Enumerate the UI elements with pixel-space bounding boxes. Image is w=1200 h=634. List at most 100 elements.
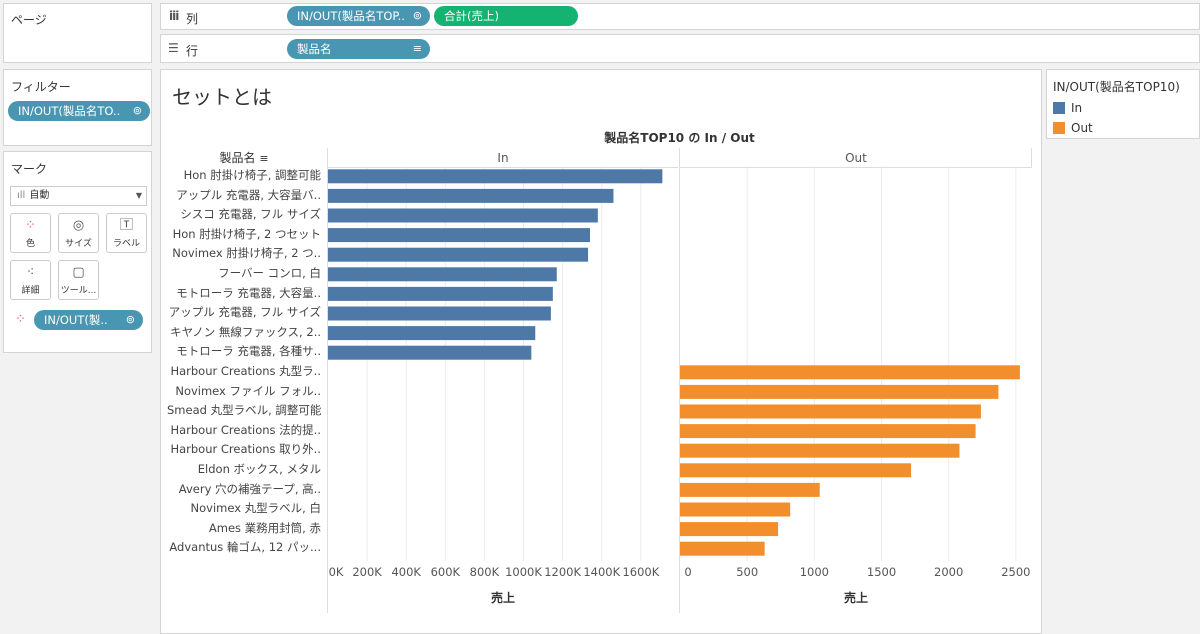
filter-pill-inout[interactable]: IN/OUT(製品名TO.. ⊚ [8, 101, 150, 121]
legend-swatch-out [1053, 122, 1065, 134]
sort-icon: ≡ [412, 42, 422, 55]
tick-label-out-4: 2000 [934, 565, 964, 579]
bar-out-2[interactable] [680, 404, 981, 419]
bar-out-3[interactable] [680, 424, 976, 439]
size-icon: ◎ [72, 218, 85, 233]
bar-in-4[interactable] [328, 247, 589, 262]
tick-label-in-3: 600K [430, 565, 461, 579]
row-label[interactable]: Ames 業務用封筒, 赤 [208, 520, 321, 535]
columns-icon: iii [169, 9, 179, 23]
row-label[interactable]: Hon 肘掛け椅子, 調整可能 [183, 168, 321, 182]
bar-in-3[interactable] [328, 228, 591, 243]
row-label[interactable]: シスコ 充電器, フル サイズ [180, 207, 321, 222]
tick-label-out-1: 500 [736, 565, 759, 579]
bar-out-6[interactable] [680, 482, 820, 497]
divider-left [327, 148, 328, 613]
row-label[interactable]: Avery 穴の補強テープ, 高.. [178, 481, 321, 496]
color-button[interactable]: ⁘ 色 [10, 213, 51, 253]
row-label[interactable]: Eldon ボックス, メタル [197, 462, 321, 476]
marks-color-pill[interactable]: IN/OUT(製.. ⊚ [34, 310, 143, 330]
tick-label-in-1: 200K [352, 565, 382, 579]
legend-item-in[interactable]: In [1071, 101, 1083, 115]
tooltip-button[interactable]: ▢ ツール... [58, 260, 99, 300]
row-label[interactable]: Novimex 丸型ラベル, 白 [190, 501, 322, 516]
view-panel[interactable]: セットとは 製品名TOP10 の In / Out 製品名 ≡ In Out H… [160, 69, 1042, 634]
tooltip-icon: ▢ [72, 265, 85, 280]
sheet-title: セットとは [172, 85, 272, 109]
row-label[interactable]: Hon 肘掛け椅子, 2 つセット [172, 226, 321, 241]
bar-chart-icon: ıll [17, 190, 26, 201]
bar-in-0[interactable] [328, 169, 663, 184]
columns-pill-sales[interactable]: 合計(売上) [434, 6, 578, 26]
columns-label: 列 [186, 12, 199, 26]
row-label[interactable]: Harbour Creations 取り外.. [170, 442, 321, 457]
bar-out-5[interactable] [680, 463, 912, 478]
pane-header-in[interactable]: In [328, 148, 678, 168]
bar-in-8[interactable] [328, 326, 536, 341]
bar-in-9[interactable] [328, 345, 532, 360]
tick-label-in-2: 400K [391, 565, 421, 579]
row-header[interactable]: 製品名 ≡ [219, 151, 269, 165]
set-icon: ⊚ [132, 104, 142, 117]
rows-label: 行 [186, 44, 199, 58]
tick-label-out-3: 1500 [866, 565, 897, 579]
rows-pill-product[interactable]: 製品名 ≡ [287, 39, 430, 59]
label-button[interactable]: 🅃 ラベル [106, 213, 147, 253]
filters-title: フィルター [11, 80, 71, 94]
tick-label-in-7: 1400K [583, 565, 621, 579]
bar-out-7[interactable] [680, 502, 791, 517]
bar-out-9[interactable] [680, 541, 765, 556]
size-button[interactable]: ◎ サイズ [58, 213, 99, 253]
bar-in-6[interactable] [328, 286, 553, 301]
bar-out-1[interactable] [680, 384, 999, 399]
columns-pill-inout[interactable]: IN/OUT(製品名TOP.. ⊚ [287, 6, 430, 26]
bar-chart [328, 166, 1020, 561]
color-encoding-icon: ⁘ [15, 312, 26, 327]
row-label[interactable]: モトローラ 充電器, 大容量.. [176, 285, 321, 300]
row-label[interactable]: Novimex 肘掛け椅子, 2 つ.. [172, 246, 321, 261]
bar-in-7[interactable] [328, 306, 551, 321]
row-label[interactable]: アップル 充電器, 大容量バ.. [176, 187, 321, 202]
tick-label-out-2: 1000 [799, 565, 829, 579]
pages-panel[interactable]: ページ [3, 3, 152, 63]
legend-item-out[interactable]: Out [1071, 121, 1093, 135]
color-legend[interactable]: IN/OUT(製品名TOP10) In Out [1046, 69, 1200, 139]
row-label[interactable]: Smead 丸型ラベル, 調整可能 [167, 403, 322, 418]
row-label[interactable]: Harbour Creations 丸型ラ.. [170, 364, 321, 378]
set-icon: ⊚ [412, 9, 422, 22]
bar-in-1[interactable] [328, 188, 614, 203]
bar-in-5[interactable] [328, 267, 557, 282]
pane-header-out[interactable]: Out [680, 148, 1032, 168]
label-icon: 🅃 [119, 218, 133, 233]
rows-icon: ☰ [168, 41, 179, 55]
row-labels: Hon 肘掛け椅子, 調整可能アップル 充電器, 大容量バ.. シスコ 充電器, … [167, 166, 327, 561]
tick-label-in-5: 1000K [505, 565, 542, 579]
chevron-down-icon: ▼ [135, 191, 142, 200]
tick-label-in-4: 800K [469, 565, 500, 579]
row-label[interactable]: キヤノン 無線ファックス, 2.. [170, 324, 321, 339]
row-label[interactable]: モトローラ 充電器, 各種サ.. [176, 344, 321, 359]
sort-icon: ≡ [259, 152, 269, 165]
bar-out-4[interactable] [680, 443, 960, 458]
bar-out-8[interactable] [680, 522, 779, 537]
divider-mid [679, 148, 680, 613]
marks-title: マーク [11, 162, 48, 176]
legend-swatch-in [1053, 102, 1065, 114]
row-label[interactable]: Novimex ファイル フォル.. [175, 383, 321, 398]
bar-out-0[interactable] [680, 365, 1020, 380]
row-label[interactable]: アップル 充電器, フル サイズ [168, 305, 321, 320]
mark-type-dropdown[interactable]: ıll 自動 ▼ [10, 186, 147, 206]
tick-label-in-0: 0K [328, 565, 344, 579]
x-axis-label-in: 売上 [490, 591, 515, 605]
row-label[interactable]: Advantus 輪ゴム, 12 パッ... [169, 540, 321, 555]
bar-in-2[interactable] [328, 208, 598, 223]
detail-icon: ⁖ [26, 265, 35, 280]
tick-label-out-5: 2500 [1001, 565, 1031, 579]
divider-right [1031, 148, 1032, 168]
row-label[interactable]: Harbour Creations 法的提.. [170, 422, 321, 437]
legend-title: IN/OUT(製品名TOP10) [1053, 80, 1180, 94]
x-axis-label-out: 売上 [843, 591, 868, 605]
chart-title: 製品名TOP10 の In / Out [604, 131, 755, 145]
row-label[interactable]: フーバー コンロ, 白 [218, 266, 321, 280]
detail-button[interactable]: ⁖ 詳細 [10, 260, 51, 300]
